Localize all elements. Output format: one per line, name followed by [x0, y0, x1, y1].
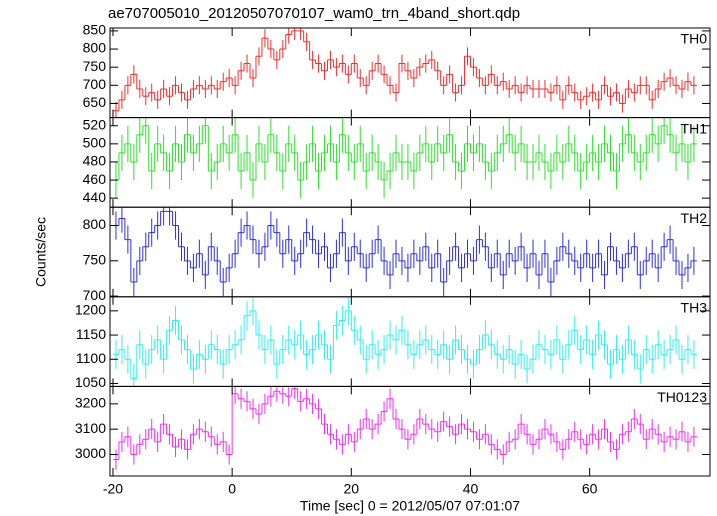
y-tick-label: 440: [83, 189, 107, 205]
panel-label: TH0123: [657, 389, 707, 405]
y-tick-label: 3000: [75, 445, 106, 461]
y-tick-label: 1050: [75, 374, 106, 390]
panel-frame: [109, 206, 711, 298]
x-axis-label: Time [sec] 0 = 2012/05/07 07:01:07: [300, 498, 520, 514]
panel-plot: [112, 386, 697, 470]
panel-frame: [109, 27, 711, 119]
y-tick-label: 750: [83, 252, 107, 268]
y-tick-label: 1200: [75, 302, 106, 318]
y-tick-label: 480: [83, 153, 107, 169]
panel-plot: [112, 296, 697, 387]
y-tick-label: 650: [83, 94, 107, 110]
chart-title: ae707005010_20120507070107_wam0_trn_4ban…: [108, 5, 520, 22]
panel-frame: [109, 385, 711, 477]
panel-label: TH1: [681, 120, 708, 136]
y-tick-label: 700: [83, 287, 107, 303]
y-tick-label: 1150: [76, 326, 106, 342]
y-tick-label: 3100: [75, 420, 106, 436]
panel-frame: [109, 296, 711, 387]
y-axis-label: Counts/sec: [33, 217, 49, 287]
y-tick-label: 460: [83, 171, 107, 187]
y-tick-label: 800: [83, 216, 107, 232]
y-tick-label: 500: [83, 135, 107, 151]
y-tick-label: 520: [83, 116, 107, 132]
panel-plot: [112, 28, 697, 118]
x-tick-label: 20: [344, 481, 360, 497]
x-tick-label: 60: [582, 481, 598, 497]
y-tick-label: 700: [83, 76, 107, 92]
y-tick-label: 750: [83, 58, 107, 74]
x-tick-label: 0: [228, 481, 236, 497]
y-tick-label: 850: [83, 22, 107, 38]
panel-plot: [112, 207, 697, 297]
panel-label: TH3: [681, 300, 708, 316]
x-tick-label: -20: [103, 481, 123, 497]
y-tick-label: 3200: [75, 395, 106, 411]
panel-label: TH0: [681, 31, 708, 47]
x-tick-label: 40: [463, 481, 479, 497]
panel-plot: [112, 117, 697, 199]
y-tick-label: 800: [83, 40, 107, 56]
y-tick-label: 1100: [76, 350, 106, 366]
panel-label: TH2: [681, 210, 708, 226]
